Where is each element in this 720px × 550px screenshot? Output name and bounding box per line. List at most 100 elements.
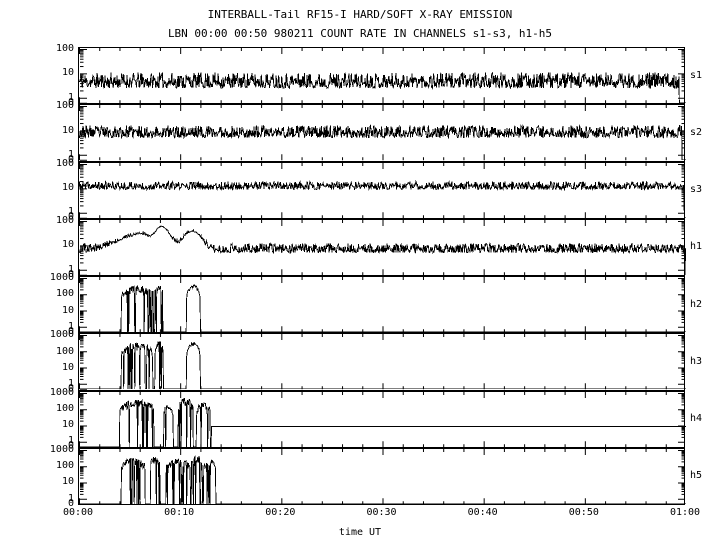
trace-s1 [79,71,686,104]
x-tick-marks [79,162,667,218]
y-tick-label: 1 [67,149,74,160]
y-tick-label: 0 [67,497,74,509]
y-tick-marks [80,392,685,448]
y-tick-label: 10 [61,181,74,193]
trace-s2 [79,124,686,161]
panel-h2 [78,276,686,334]
x-tick-label: 01:00 [669,507,701,518]
trace-h4 [79,397,686,447]
panel-canvas-h3 [79,334,686,390]
x-axis-title: time UT [338,527,382,538]
panel-label-s3: s3 [690,184,703,196]
panel-label-h1: h1 [690,241,703,253]
panel-labels: s1 s2 s3 h1 h2 h3 h4 h5 [690,47,720,505]
panel-frame-bottom [79,160,684,162]
panel-label-h3: h3 [690,355,703,367]
y-tick-label: 1 [67,263,74,275]
panel-canvas-h4 [79,391,686,448]
panel-frame-bottom [79,103,684,105]
panel-frame-top [79,390,684,392]
panel-frame-bottom [79,389,684,391]
y-tick-label: 0 [67,440,74,452]
figure-subtitle: LBN 00:00 00:50 980211 COUNT RATE IN CHA… [167,27,553,40]
panel-label-h2: h2 [690,298,703,310]
y-tick-marks [80,335,685,390]
y-tick-label: 10 [61,304,74,316]
panel-frame-bottom [79,332,684,334]
y-axis-labels: 100 10 1 0 100 10 1 0 100 10 1 0 100 10 1 0 1000 100 10 1 0 1… [0,44,78,509]
y-tick-label: 100 [55,288,74,300]
y-tick-marks [80,106,685,161]
x-tick-label: 00:30 [366,507,397,518]
x-tick-label: 00:40 [467,507,498,518]
y-tick-marks [80,449,685,505]
trace-h1 [79,225,686,275]
y-tick-label: 100 [55,157,74,169]
y-tick-marks [80,49,685,104]
trace-s3 [79,179,686,218]
panel-frame-top [79,218,684,220]
y-tick-label: 10 [61,476,74,488]
x-tick-label: 00:00 [62,507,94,518]
y-tick-marks [80,163,685,219]
x-tick-marks [79,334,667,390]
trace-h3 [79,341,686,390]
y-tick-label: 100 [55,345,74,357]
panel-frame-top [79,47,684,48]
panel-canvas-s1 [79,48,686,104]
x-tick-marks [79,391,667,447]
y-tick-label: 100 [55,100,74,112]
y-tick-label: 10 [61,67,74,79]
y-tick-label: 0 [67,325,74,337]
figure-title-block: INTERBALL-Tail RF15-I HARD/SOFT X-RAY EM… [0,0,720,41]
panel-h5 [78,447,686,505]
y-tick-label: 1 [67,320,74,332]
panel-canvas-h5 [79,448,686,505]
panel-label-s1: s1 [690,69,703,81]
panel-label-h5: h5 [690,470,703,482]
y-tick-label: 0 [67,268,74,280]
panel-s1 [78,47,686,105]
y-tick-label: 10 [61,124,74,136]
x-tick-marks [79,105,667,161]
x-tick-label: 00:50 [568,507,599,518]
y-tick-label: 1 [67,492,74,504]
panel-frame-top [79,447,684,449]
panel-s2 [78,104,686,162]
panel-frame-bottom [79,275,684,276]
panel-frame-bottom [79,504,684,505]
y-tick-label: 1 [67,435,74,447]
panel-frame-top [79,161,684,163]
panel-label-h4: h4 [690,413,703,425]
y-tick-label: 10 [61,239,74,251]
panel-frame-top [79,333,684,335]
plot-area [78,47,686,505]
y-tick-label: 0 [67,211,74,223]
panel-frame-top [79,276,684,277]
y-tick-label: 0 [67,96,74,108]
figure-title: INTERBALL-Tail RF15-I HARD/SOFT X-RAY EM… [207,8,513,21]
panel-label-s2: s2 [690,126,703,138]
panel-frame-bottom [79,446,684,448]
y-tick-label: 100 [55,214,74,226]
y-tick-label: 100 [55,402,74,414]
x-tick-marks [79,277,667,333]
panel-frame-top [79,104,684,106]
y-tick-label: 1000 [49,272,74,283]
x-axis-labels: 00:00 00:10 00:20 00:30 00:40 00:50 01:00 [0,508,720,528]
panel-canvas-s3 [79,162,686,219]
y-tick-label: 0 [67,383,74,394]
panel-h3 [78,333,686,391]
y-tick-label: 1 [67,91,74,103]
x-tick-marks [79,448,667,504]
panel-h1 [78,218,686,276]
panel-frame-bottom [79,217,684,219]
panel-canvas-h1 [79,219,686,276]
x-tick-label: 00:20 [265,507,296,518]
y-tick-label: 1 [67,378,74,389]
y-tick-label: 10 [61,361,74,373]
x-tick-label: 00:10 [164,507,195,518]
panel-canvas-h2 [79,277,686,333]
y-tick-label: 10 [61,419,74,430]
